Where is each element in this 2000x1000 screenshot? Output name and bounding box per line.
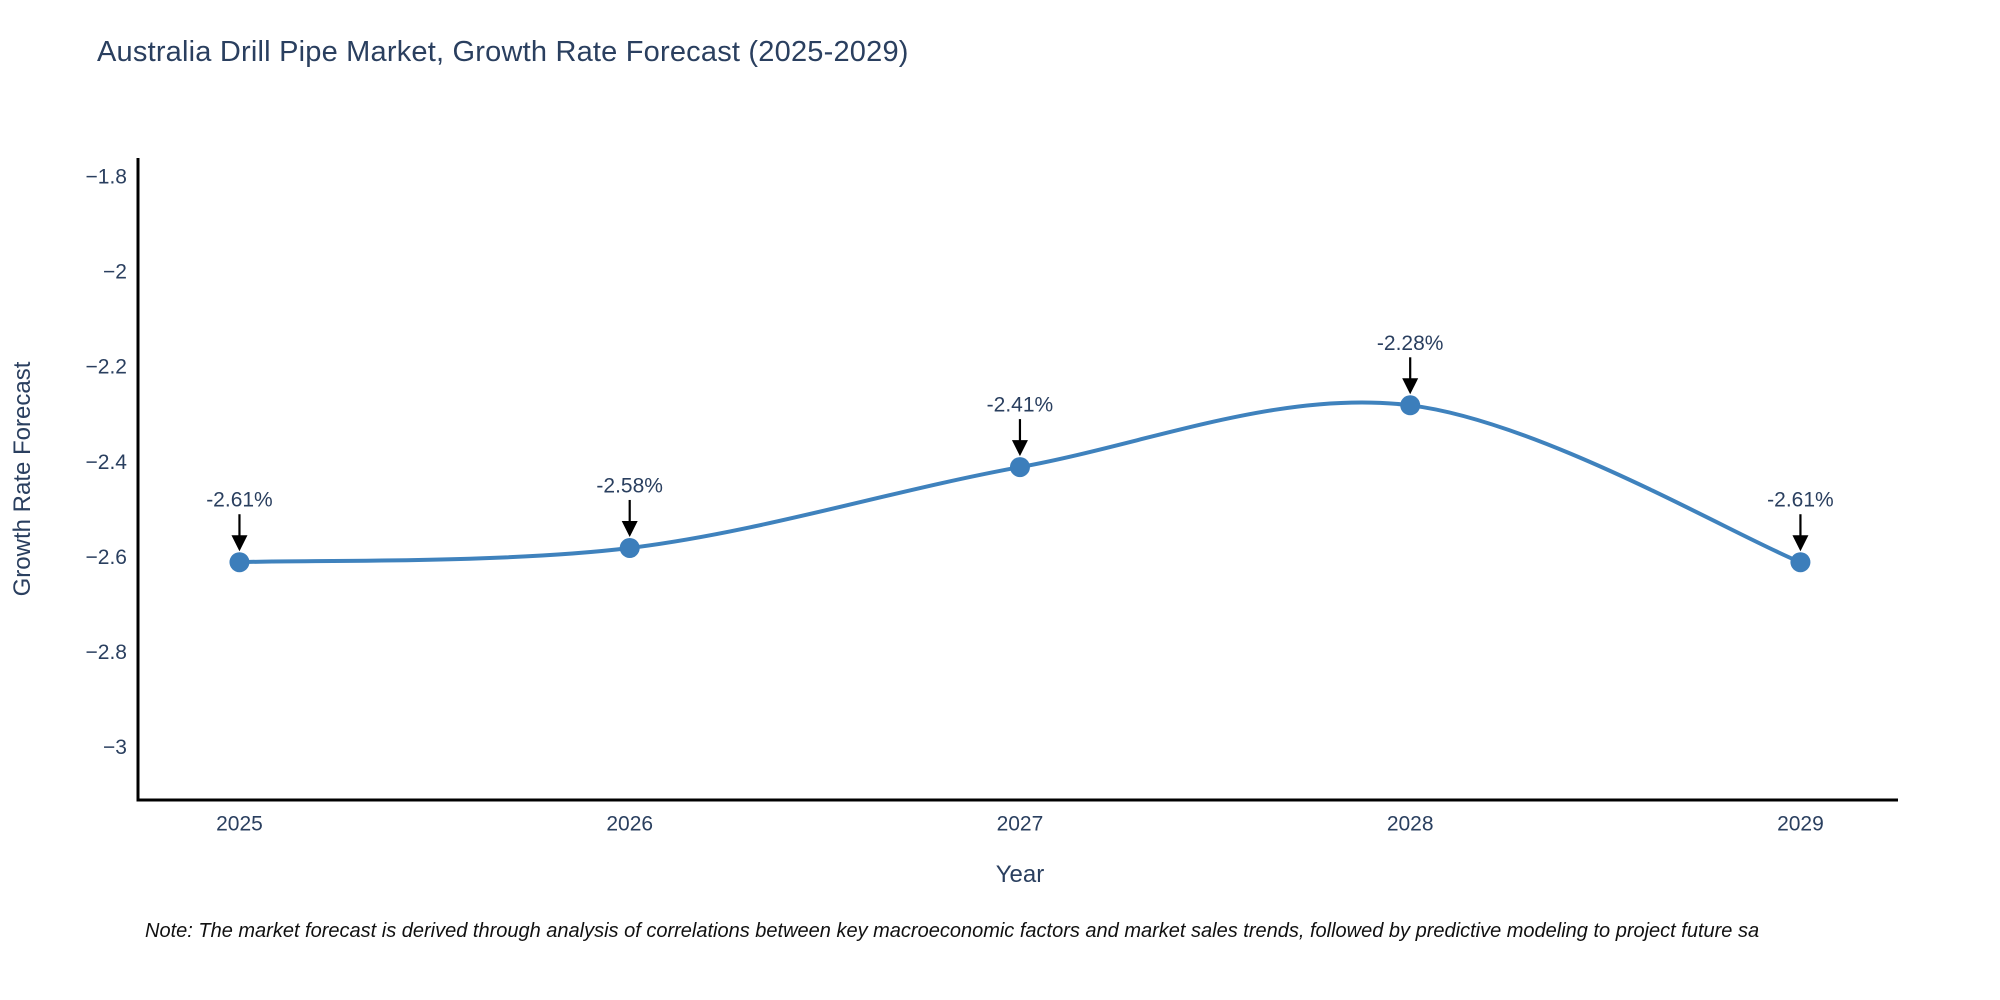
- point-value-label: -2.61%: [1767, 489, 1834, 512]
- x-tick-label: 2027: [997, 813, 1044, 836]
- y-axis-title: Growth Rate Forecast: [9, 361, 36, 597]
- point-value-label: -2.61%: [206, 489, 273, 512]
- footnote-container: Note: The market forecast is derived thr…: [0, 918, 2000, 952]
- data-point-2029[interactable]: [1790, 552, 1811, 573]
- annotation-arrowhead-icon: [1402, 378, 1419, 395]
- data-point-2025[interactable]: [229, 552, 250, 573]
- x-axis-title: Year: [995, 861, 1045, 888]
- y-tick-label: −2.4: [86, 451, 128, 474]
- point-value-label: -2.58%: [596, 474, 663, 497]
- y-tick-label: −2.2: [86, 356, 127, 379]
- y-tick-label: −2.6: [86, 546, 127, 569]
- data-point-2026[interactable]: [619, 537, 640, 558]
- y-tick-label: −2.8: [86, 641, 127, 664]
- x-tick-label: 2025: [216, 813, 263, 836]
- y-tick-label: −1.8: [86, 166, 127, 189]
- data-point-2027[interactable]: [1009, 457, 1030, 478]
- annotation-arrowhead-icon: [1792, 535, 1809, 552]
- point-value-label: -2.41%: [987, 394, 1054, 417]
- x-tick-label: 2026: [606, 813, 653, 836]
- y-tick-label: −2: [103, 261, 127, 284]
- point-value-label: -2.28%: [1377, 332, 1444, 355]
- annotation-arrowhead-icon: [231, 535, 248, 552]
- y-tick-label: −3: [103, 736, 127, 759]
- page-title: Australia Drill Pipe Market, Growth Rate…: [97, 36, 909, 68]
- annotation-arrowhead-icon: [621, 520, 638, 537]
- footnote: Note: The market forecast is derived thr…: [145, 920, 1760, 942]
- annotation-arrowhead-icon: [1011, 440, 1028, 457]
- data-point-2028[interactable]: [1400, 395, 1421, 416]
- x-tick-label: 2029: [1777, 813, 1824, 836]
- x-tick-label: 2028: [1387, 813, 1434, 836]
